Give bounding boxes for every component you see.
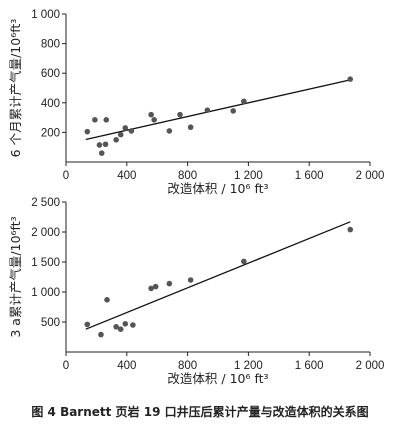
chart1-y-tick-label: 800 — [41, 39, 60, 51]
chart1-data-point — [177, 111, 183, 118]
chart1-y-axis-label: 6 个月累计产气量/10⁶ft³ — [8, 19, 23, 158]
chart2-y-tick-label: 2 500 — [31, 197, 60, 209]
chart1-x-tick-label: 0 — [63, 170, 69, 182]
chart1-data-point — [98, 150, 105, 156]
chart1-data-point — [151, 117, 157, 123]
chart1-data-point — [84, 128, 91, 135]
chart2-data-point — [152, 283, 159, 290]
chart2-x-axis-label: 改造体积 / 10⁶ ft³ — [167, 371, 268, 386]
chart2-data-point — [84, 321, 91, 328]
chart2-y-tick-label: 1 000 — [31, 287, 60, 299]
chart2-data-point — [187, 277, 194, 283]
chart1-x-tick-label: 400 — [117, 170, 136, 182]
chart2-data-point — [148, 285, 154, 292]
chart1-y-tick-label: 600 — [41, 68, 60, 80]
chart1-x-tick-label: 800 — [178, 170, 197, 182]
chart2-data-point — [166, 280, 173, 287]
chart2-x-tick-label: 800 — [178, 360, 197, 372]
chart1-data-point — [117, 131, 124, 138]
chart2-y-tick-label: 500 — [41, 317, 60, 329]
chart1-data-point — [113, 137, 119, 143]
figure-caption: 图 4 Barnett 页岩 19 口井压后累计产量与改造体积的关系图 — [31, 405, 369, 419]
chart2-y-tick-label: 1 500 — [31, 257, 60, 269]
chart1-data-point — [92, 117, 98, 123]
chart2-data-point — [104, 297, 110, 303]
chart2-data-point — [117, 326, 124, 333]
chart1-data-point — [347, 76, 354, 82]
chart1-y-tick-label: 400 — [41, 98, 60, 110]
chart1-data-point — [166, 128, 173, 134]
chart2-data-point — [130, 322, 136, 328]
chart1-x-tick-label: 2 000 — [356, 170, 385, 182]
chart2-data-point — [122, 321, 129, 327]
chart1-data-point — [96, 142, 103, 148]
chart1-x-axis-label: 改造体积 / 10⁶ ft³ — [167, 181, 268, 196]
chart1-data-point — [230, 108, 236, 114]
chart1-y-tick-label: 200 — [41, 127, 60, 139]
chart1-data-point — [128, 128, 135, 134]
chart1-data-point — [204, 107, 211, 113]
chart2-data-point — [98, 331, 104, 338]
chart1-data-point — [102, 141, 109, 148]
chart1-data-point — [122, 125, 129, 131]
chart1-x-tick-label: 1 200 — [234, 170, 263, 182]
chart1-data-point — [103, 117, 110, 123]
chart2-x-tick-label: 1 200 — [234, 360, 263, 372]
chart2-x-tick-label: 2 000 — [356, 360, 385, 372]
chart1-data-point — [187, 124, 194, 131]
chart2-y-tick-label: 2 000 — [31, 227, 60, 239]
chart2-x-tick-label: 1 600 — [295, 360, 324, 372]
chart2-data-point — [347, 226, 354, 233]
chart1-x-tick-label: 1 600 — [295, 170, 324, 182]
chart2-trend-line — [85, 221, 351, 330]
chart2-x-tick-label: 400 — [117, 360, 136, 372]
chart2-y-axis-label: 3 a累计产气量/10⁶ft³ — [8, 216, 23, 337]
chart2-data-point — [113, 324, 119, 330]
chart1-data-point — [148, 111, 154, 118]
chart2-x-tick-label: 0 — [63, 360, 69, 372]
chart1-data-point — [241, 98, 247, 105]
chart1-y-tick-label: 1 000 — [31, 9, 60, 21]
chart2-data-point — [241, 258, 247, 265]
